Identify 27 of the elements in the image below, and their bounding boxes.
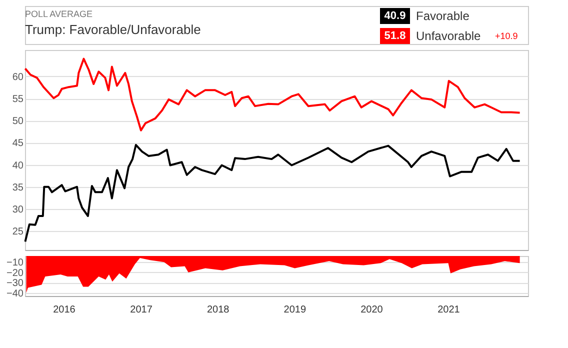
x-tick-label: 2019 xyxy=(284,304,306,316)
text: 40.9 xyxy=(384,10,406,22)
x-tick-label: 2020 xyxy=(360,304,384,316)
legend-label: Unfavorable xyxy=(416,29,482,43)
y-tick-label: 30 xyxy=(12,204,24,216)
x-tick-label: 2018 xyxy=(206,304,230,316)
y-tick-label: 45 xyxy=(12,138,24,150)
text: +10.9 xyxy=(495,31,518,41)
text: 51.8 xyxy=(384,30,406,42)
chart-title: Trump: Favorable/Unfavorable xyxy=(25,22,201,37)
y-tick-label: 25 xyxy=(12,226,24,238)
line-series xyxy=(24,58,521,132)
legend-label: Favorable xyxy=(416,9,470,23)
y-tick-label: −30 xyxy=(6,278,24,290)
x-tick-label: 2016 xyxy=(53,304,76,316)
y-tick-label: 50 xyxy=(12,116,24,128)
y-tick-label: −40 xyxy=(6,288,24,300)
y-tick-label: 40 xyxy=(12,160,24,172)
x-tick-label: 2021 xyxy=(438,304,460,316)
chart-subtitle: POLL AVERAGE xyxy=(25,9,93,19)
y-tick-label: −20 xyxy=(6,268,24,279)
y-tick-label: −10 xyxy=(6,258,24,269)
y-tick-label: 55 xyxy=(12,94,24,106)
x-tick-label: 2017 xyxy=(130,304,153,316)
line-series xyxy=(24,144,521,243)
y-tick-label: 35 xyxy=(12,182,24,194)
y-tick-label: 60 xyxy=(12,72,24,83)
